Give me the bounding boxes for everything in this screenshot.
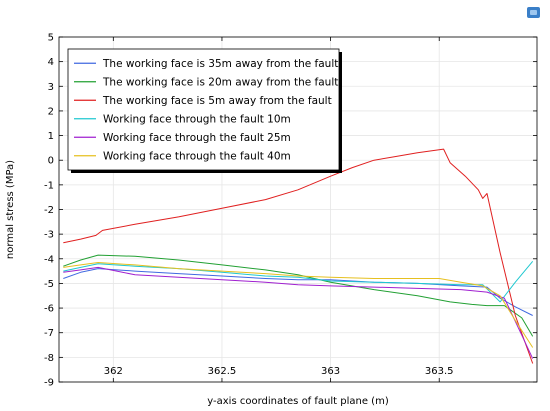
series-line-1: [63, 268, 533, 316]
x-axis-title: y-axis coordinates of fault plane (m): [207, 396, 389, 407]
y-tick-label: 3: [48, 82, 54, 93]
legend-label-4: Working face through the fault 10m: [103, 114, 291, 126]
y-tick-label: -5: [44, 279, 54, 290]
y-tick-label: 4: [48, 57, 54, 68]
y-axis-title: normal stress (MPa): [5, 160, 16, 259]
y-tick-label: -7: [44, 328, 54, 339]
x-tick-label: 363.5: [425, 366, 454, 377]
legend: The working face is 35m away from the fa…: [67, 48, 342, 173]
y-tick-label: 5: [48, 33, 54, 44]
x-tick-label: 362: [104, 366, 123, 377]
y-tick-label: 1: [48, 131, 54, 142]
legend-box: [67, 48, 340, 171]
y-tick-label: -4: [44, 254, 54, 265]
legend-label-1: The working face is 35m away from the fa…: [102, 58, 338, 70]
legend-label-3: The working face is 5m away from the fau…: [102, 95, 332, 107]
x-tick-label: 363: [321, 366, 340, 377]
y-tick-label: 0: [48, 156, 54, 167]
y-tick-label: -6: [44, 304, 54, 315]
axis-ticks: -9 -8 -7 -6 -5 -4 -3 -2 -1 0 1 2 3 4 5 362 362.5 363 363.5: [44, 33, 537, 389]
series-line-5: [63, 266, 534, 359]
y-tick-label: -3: [44, 230, 54, 241]
series-line-2: [63, 254, 534, 337]
series-line-3: [63, 148, 534, 364]
y-tick-label: 2: [48, 106, 54, 117]
legend-label-2: The working face is 20m away from the fa…: [102, 77, 338, 89]
legend-items: The working face is 35m away from the fa…: [74, 58, 338, 163]
x-tick-label: 362.5: [208, 366, 237, 377]
legend-label-6: Working face through the fault 40m: [103, 151, 291, 163]
y-tick-label: -9: [44, 378, 54, 389]
corner-logo-icon: [527, 7, 540, 18]
y-tick-label: -1: [44, 180, 54, 191]
series-layer: [63, 148, 534, 364]
y-tick-label: -8: [44, 353, 54, 364]
series-line-6: [63, 262, 534, 348]
y-tick-label: -2: [44, 205, 54, 216]
legend-label-5: Working face through the fault 25m: [103, 132, 291, 144]
